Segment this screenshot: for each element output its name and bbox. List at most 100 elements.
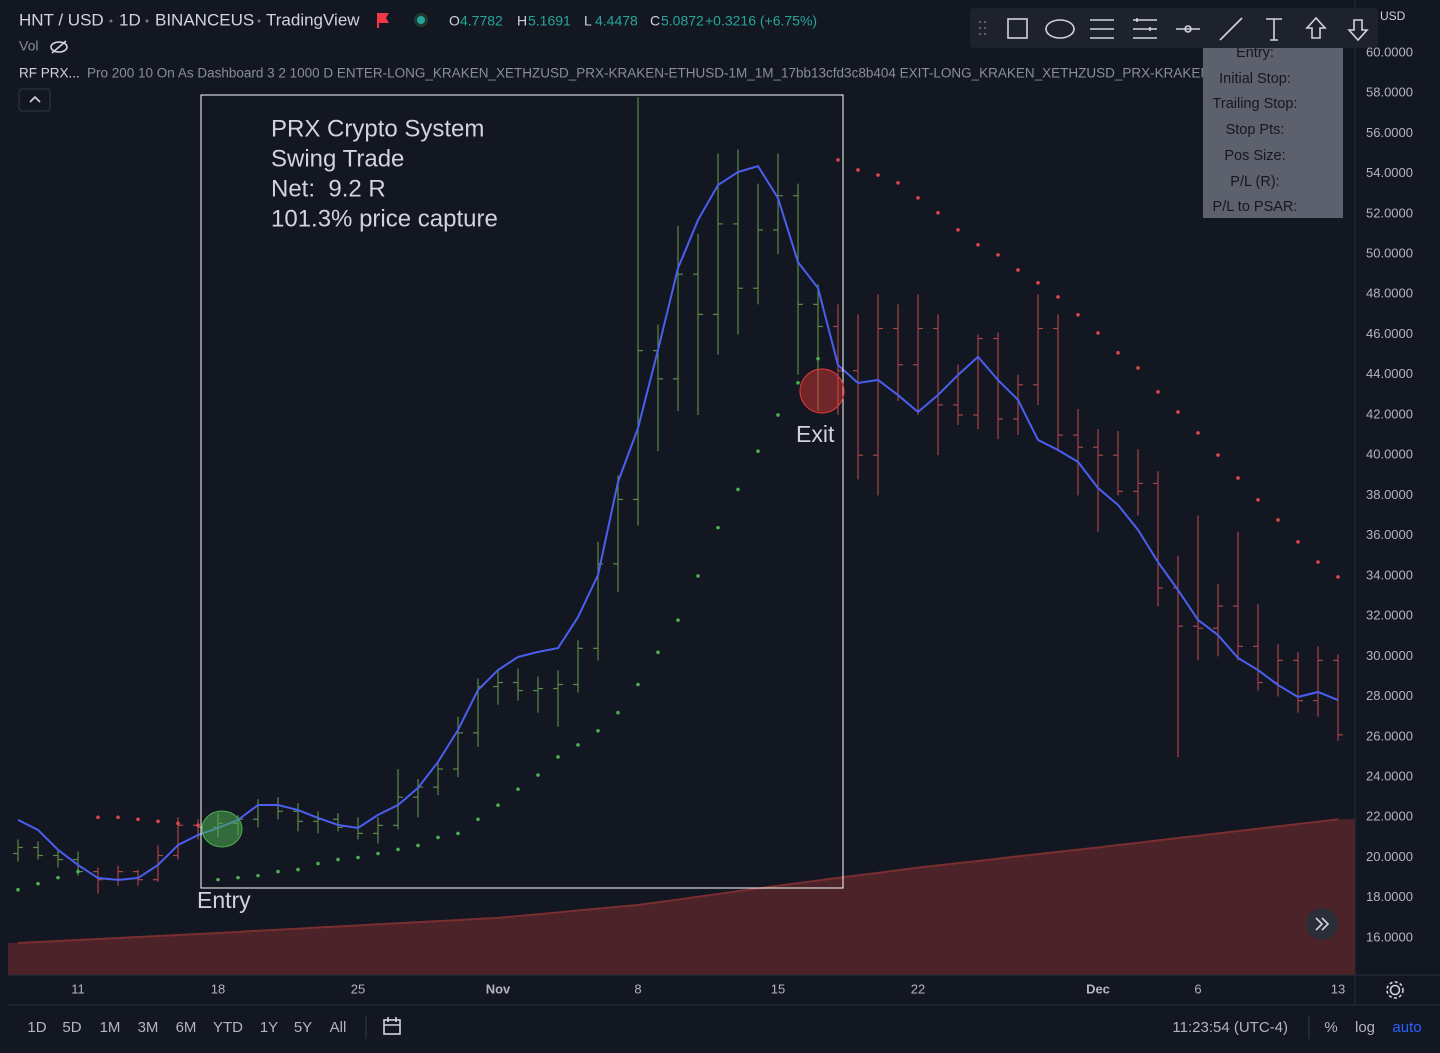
- axis-currency[interactable]: USD: [1380, 9, 1406, 23]
- psar-dot: [56, 875, 60, 880]
- annotation-line: 101.3% price capture: [271, 205, 498, 232]
- psar-dot: [496, 803, 500, 808]
- y-tick-label: 38.0000: [1366, 487, 1413, 502]
- range-button[interactable]: 1M: [100, 1019, 121, 1036]
- vol-label: Vol: [19, 38, 38, 54]
- indicator-args: Pro 200 10 On As Dashboard 3 2 1000 D EN…: [87, 66, 1263, 81]
- y-tick-label: 58.0000: [1366, 85, 1413, 100]
- psar-dot: [1336, 575, 1340, 579]
- y-tick-label: 24.0000: [1366, 769, 1413, 784]
- psar-dot: [616, 710, 620, 715]
- x-tick-label: 13: [1331, 981, 1345, 996]
- x-tick-label: 11: [71, 981, 85, 996]
- psar-dot: [756, 449, 760, 453]
- psar-dot: [716, 525, 720, 530]
- psar-dot: [196, 823, 200, 828]
- psar-dot: [576, 743, 580, 747]
- psar-dot: [1036, 281, 1040, 285]
- text-tool[interactable]: [1266, 18, 1282, 41]
- range-button[interactable]: 1Y: [260, 1019, 278, 1036]
- psar-dot: [516, 787, 520, 791]
- flag-icon[interactable]: [377, 13, 389, 28]
- exit-marker: [799, 368, 845, 414]
- indicator-name: RF PRX...: [19, 66, 80, 81]
- range-button[interactable]: 5D: [62, 1019, 81, 1036]
- exit-label: Exit: [796, 421, 835, 447]
- psar-dot: [256, 873, 260, 878]
- plot-area: [8, 97, 1355, 975]
- psar-dot: [396, 847, 400, 852]
- annotations: PRX Crypto System Swing Trade Net: 9.2 R…: [197, 94, 845, 913]
- range-button[interactable]: 5Y: [294, 1019, 312, 1036]
- dashboard: [1203, 40, 1343, 218]
- psar-dot: [636, 682, 640, 687]
- settings-icon[interactable]: [1386, 981, 1404, 999]
- psar-dot: [336, 857, 340, 862]
- psar-dot: [1136, 366, 1140, 370]
- x-tick-label: 22: [911, 981, 925, 996]
- psar-dot: [1216, 453, 1220, 457]
- psar-dot: [176, 821, 180, 826]
- grip: [978, 20, 987, 36]
- dashboard-label: P/L (R):: [1230, 174, 1279, 190]
- psar-dot: [356, 855, 360, 860]
- channel-tool[interactable]: [1133, 18, 1157, 39]
- range-button[interactable]: YTD: [213, 1019, 243, 1036]
- ohlc-label: C: [650, 13, 660, 29]
- ohlc-label: O: [449, 13, 460, 29]
- range-button[interactable]: 6M: [176, 1019, 197, 1036]
- psar-dot: [1196, 431, 1200, 435]
- psar-dot: [696, 574, 700, 578]
- psar-dot: [216, 877, 220, 882]
- psar-dot: [1236, 476, 1240, 480]
- psar-dot: [116, 815, 120, 820]
- dashboard-label: P/L to PSAR:: [1213, 199, 1298, 215]
- goto-date-icon[interactable]: [383, 1017, 401, 1035]
- entry-marker: [201, 810, 243, 848]
- collapse-button[interactable]: [18, 88, 51, 112]
- arrow-up-tool[interactable]: [1305, 16, 1327, 39]
- psar-dot: [836, 158, 840, 162]
- ohlc-value: 5.0872: [661, 13, 704, 29]
- y-tick-label: 30.0000: [1366, 648, 1413, 663]
- psar-dot: [1296, 540, 1300, 544]
- scale-option[interactable]: %: [1324, 1019, 1337, 1036]
- clock: 11:23:54 (UTC-4): [1172, 1019, 1288, 1036]
- psar-dot: [876, 173, 880, 177]
- scale-option[interactable]: auto: [1392, 1019, 1421, 1036]
- psar-dot: [896, 181, 900, 185]
- separator: [109, 19, 113, 23]
- hide-icon[interactable]: [50, 40, 68, 54]
- psar-dot: [556, 755, 560, 759]
- time-axis: 11 18 25 Nov 8 15 22 Dec 6 13: [71, 981, 1345, 996]
- y-tick-label: 40.0000: [1366, 447, 1413, 462]
- psar-dot: [656, 650, 660, 655]
- drawing-toolbar: [970, 8, 1378, 48]
- scale-option[interactable]: log: [1355, 1019, 1375, 1036]
- y-tick-label: 20.0000: [1366, 849, 1413, 864]
- psar-dot: [16, 887, 20, 892]
- trendline-tool[interactable]: [1219, 17, 1243, 41]
- y-tick-label: 28.0000: [1366, 688, 1413, 703]
- scroll-button[interactable]: [1306, 908, 1338, 940]
- psar-dot: [1016, 268, 1020, 272]
- psar-dot: [1316, 560, 1320, 564]
- dashboard-label: Pos Size:: [1224, 148, 1285, 164]
- annotation-line: Swing Trade: [271, 145, 404, 172]
- range-button[interactable]: 3M: [138, 1019, 159, 1036]
- fib-tool[interactable]: [1090, 19, 1114, 39]
- y-tick-label: 36.0000: [1366, 527, 1413, 542]
- separator: [257, 19, 261, 23]
- ellipse-tool[interactable]: [1045, 19, 1075, 39]
- psar-dot: [976, 243, 980, 247]
- change: +0.3216 (+6.75%): [705, 13, 817, 29]
- arrow-down-tool[interactable]: [1347, 19, 1369, 42]
- exchange: BINANCEUS: [155, 10, 254, 29]
- range-button[interactable]: 1D: [27, 1019, 46, 1036]
- x-tick-label: 6: [1194, 981, 1201, 996]
- range-button[interactable]: All: [330, 1019, 347, 1036]
- ma-line: [17, 818, 1339, 945]
- y-tick-label: 52.0000: [1366, 205, 1413, 220]
- y-tick-label: 22.0000: [1366, 809, 1413, 824]
- rectangle-tool[interactable]: [1007, 18, 1028, 39]
